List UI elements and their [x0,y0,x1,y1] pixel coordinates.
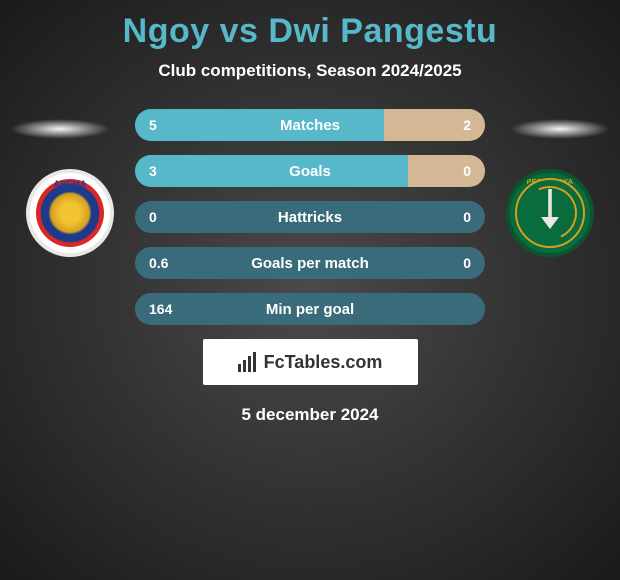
shadow-right [510,119,610,139]
stat-value-left: 5 [149,117,157,133]
stat-value-right: 0 [463,255,471,271]
stat-row: 0 0 Hattricks [135,201,485,233]
stat-label: Min per goal [266,301,354,318]
badge-left-label: AREMA [54,179,87,189]
player2-name: Dwi Pangestu [268,12,497,50]
brand-text: FcTables.com [264,352,383,373]
vs-text: vs [220,12,259,50]
stat-value-left: 164 [149,301,172,317]
team-badge-right: PERSEBAYA [506,169,594,257]
stats-container: 5 2 Matches 3 0 Goals 0 0 Hattricks 0.6 0 Goals per… [135,109,485,325]
team-badge-left: AREMA [26,169,114,257]
stat-label: Goals per match [251,255,369,272]
date-text: 5 december 2024 [0,405,620,425]
stat-value-right: 0 [463,209,471,225]
stat-value-right: 2 [463,117,471,133]
shadow-left [10,119,110,139]
stat-row: 3 0 Goals [135,155,485,187]
stat-label: Goals [289,163,331,180]
stat-value-left: 0 [149,209,157,225]
comparison-panel: AREMA PERSEBAYA 5 2 Matches 3 0 Goals 0 0 Hattri… [0,109,620,325]
brand-box: FcTables.com [203,339,418,385]
subtitle: Club competitions, Season 2024/2025 [0,61,620,81]
arema-crest-icon: AREMA [36,179,104,247]
stat-label: Hattricks [278,209,342,226]
stat-bar-left [135,109,384,141]
stat-row: 164 Min per goal [135,293,485,325]
player1-name: Ngoy [123,12,210,50]
persebaya-crest-icon [515,178,585,248]
stat-label: Matches [280,117,340,134]
stat-row: 5 2 Matches [135,109,485,141]
stat-bar-left [135,155,408,187]
stat-bar-right [408,155,485,187]
stat-row: 0.6 0 Goals per match [135,247,485,279]
page-title: Ngoy vs Dwi Pangestu [0,0,620,51]
stat-value-left: 3 [149,163,157,179]
stat-value-left: 0.6 [149,255,168,271]
bar-chart-icon [238,352,256,372]
stat-value-right: 0 [463,163,471,179]
